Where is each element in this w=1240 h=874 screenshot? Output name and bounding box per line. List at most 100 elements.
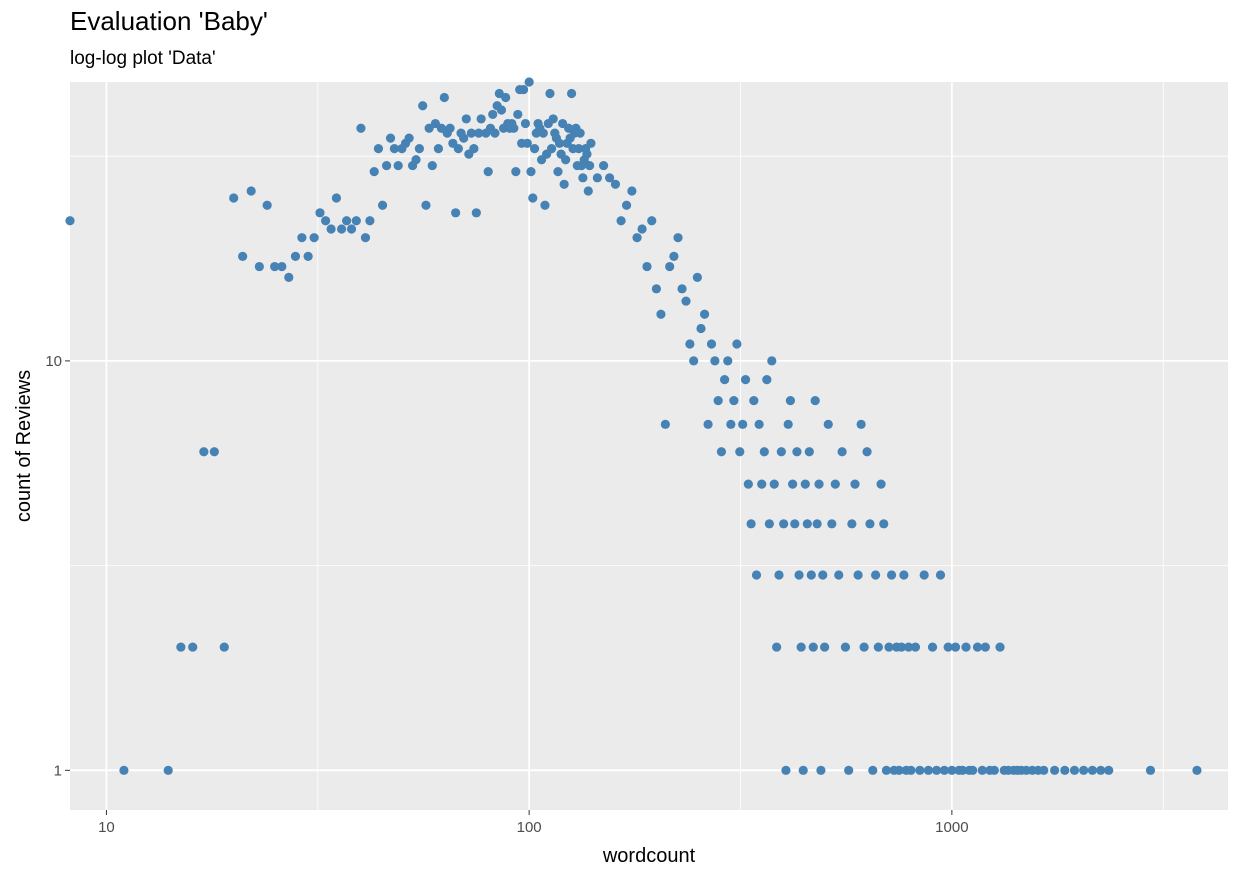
- data-point: [520, 118, 531, 129]
- data-point: [637, 224, 647, 234]
- data-point: [800, 479, 810, 489]
- data-point: [246, 186, 256, 196]
- data-point: [812, 519, 822, 529]
- data-point: [219, 642, 229, 652]
- data-point: [297, 233, 307, 243]
- data-point: [1087, 765, 1098, 775]
- data-point: [827, 519, 837, 529]
- data-point: [229, 193, 239, 203]
- data-point: [759, 447, 769, 457]
- data-point: [488, 109, 498, 120]
- data-point: [943, 642, 953, 652]
- data-point: [513, 109, 523, 120]
- data-point: [385, 133, 396, 143]
- data-point: [199, 447, 209, 457]
- data-point: [592, 173, 602, 183]
- data-point: [980, 642, 990, 652]
- data-point: [546, 144, 557, 154]
- data-point: [886, 570, 897, 580]
- data-point: [879, 519, 889, 529]
- data-point: [781, 765, 791, 775]
- data-point: [548, 114, 558, 124]
- data-point: [1039, 765, 1049, 775]
- data-point: [632, 233, 642, 243]
- data-point: [309, 233, 319, 243]
- data-point: [881, 765, 891, 775]
- data-point: [342, 216, 352, 226]
- data-point: [575, 128, 585, 138]
- data-point: [957, 765, 968, 775]
- data-point: [804, 447, 814, 457]
- data-point: [490, 128, 500, 138]
- data-point: [783, 419, 793, 429]
- data-point: [433, 144, 444, 154]
- data-point: [373, 144, 384, 154]
- data-point: [844, 765, 854, 775]
- data-point: [927, 642, 938, 652]
- data-point: [393, 160, 403, 171]
- data-point: [968, 765, 978, 775]
- data-point: [740, 375, 751, 385]
- data-point: [859, 642, 869, 652]
- data-point: [262, 200, 272, 210]
- data-point: [582, 149, 592, 159]
- data-point: [627, 186, 637, 196]
- data-point: [847, 519, 857, 529]
- data-point: [706, 339, 717, 349]
- data-point: [669, 251, 679, 261]
- data-point: [188, 642, 198, 652]
- data-point: [810, 395, 820, 406]
- data-point: [729, 395, 739, 406]
- data-point: [818, 570, 828, 580]
- data-point: [453, 144, 463, 154]
- data-point: [769, 479, 779, 489]
- data-point: [776, 447, 786, 457]
- x-tick-label: 1000: [935, 819, 968, 836]
- data-point: [757, 479, 767, 489]
- data-point: [163, 765, 173, 775]
- data-point: [732, 339, 742, 349]
- data-point: [856, 419, 866, 429]
- data-point: [850, 479, 860, 489]
- data-point: [238, 251, 248, 261]
- data-point: [65, 216, 75, 226]
- data-point: [459, 133, 469, 143]
- data-point: [923, 765, 934, 775]
- data-point: [585, 160, 595, 171]
- data-point: [834, 570, 844, 580]
- data-point: [726, 419, 736, 429]
- data-point: [451, 208, 461, 218]
- data-point: [209, 447, 219, 457]
- data-point: [837, 447, 847, 457]
- data-point: [696, 323, 706, 334]
- data-point: [321, 216, 331, 226]
- data-point: [935, 570, 946, 580]
- data-point: [762, 375, 772, 385]
- data-point: [528, 193, 538, 203]
- data-point: [1079, 765, 1089, 775]
- data-point: [522, 138, 532, 148]
- data-point: [820, 642, 830, 652]
- data-point: [476, 114, 486, 124]
- data-point: [1096, 765, 1106, 775]
- y-tick-label: 1: [54, 762, 62, 779]
- data-point: [989, 765, 999, 775]
- data-point: [703, 419, 713, 429]
- data-point: [802, 519, 812, 529]
- data-point: [1192, 765, 1202, 775]
- plot-panel: [70, 82, 1228, 810]
- x-tick-label: 10: [98, 819, 115, 836]
- data-point: [656, 309, 666, 319]
- data-point: [1060, 765, 1070, 775]
- data-point: [713, 395, 723, 406]
- data-point: [583, 186, 593, 196]
- data-point: [496, 105, 507, 115]
- data-point: [471, 208, 481, 218]
- data-point: [1069, 765, 1080, 775]
- data-point: [884, 642, 894, 652]
- data-point: [511, 166, 521, 177]
- data-point: [559, 179, 569, 189]
- data-point: [939, 765, 949, 775]
- data-point: [673, 233, 683, 243]
